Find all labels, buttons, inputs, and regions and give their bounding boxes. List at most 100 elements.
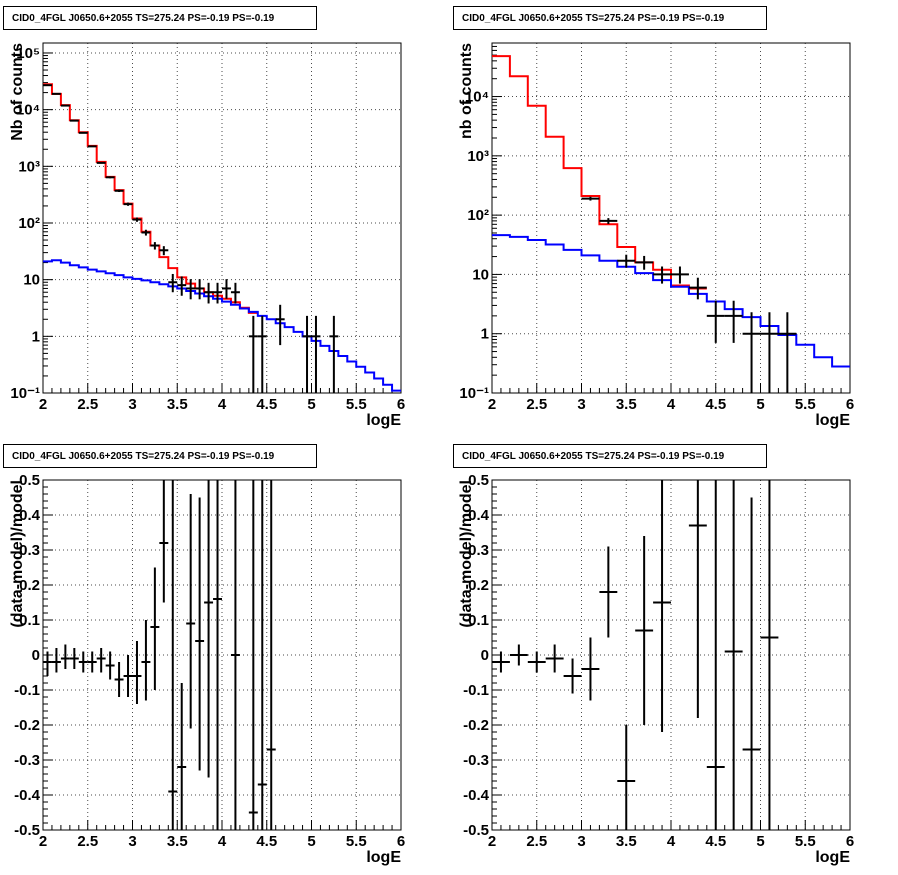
x-tick-label-8: 6: [846, 833, 854, 850]
data-point-6: [96, 648, 106, 673]
x-tick-label-6: 5: [307, 833, 315, 850]
data-point-25: [302, 315, 312, 393]
y-tick-label-9: 0.4: [468, 507, 490, 524]
data-point-9: [742, 312, 761, 393]
x-tick-label-6: 5: [756, 396, 764, 413]
data-point-15: [177, 276, 187, 296]
x-tick-label-5: 4.5: [256, 396, 277, 413]
data-point-19: [213, 282, 222, 304]
data-point-7: [706, 300, 725, 343]
chart-panel-0: 2 2.5 3 3.5 4 4.5 5 5.5 6 10⁻¹ 1 10 10² 10³ 10⁴ 10⁵ logE…: [9, 42, 405, 429]
x-axis-label: logE: [815, 849, 850, 866]
data-point-17: [195, 497, 205, 771]
data-point-6: [599, 546, 618, 638]
x-axis-label: logE: [366, 412, 401, 429]
chart-panel-3: 2 2.5 3 3.5 4 4.5 5 5.5 6 -0.5 -0.4 -0.3 -0.2 -0.1 0 0.…: [458, 472, 854, 866]
title-box-bottom-right: CID0_4FGL J0650.6+2055 TS=275.24 PS=-0.1…: [453, 444, 767, 468]
data-point-21: [248, 480, 258, 830]
y-tick-label-3: -0.2: [463, 717, 489, 734]
histogram-line-0: [492, 55, 707, 290]
y-tick-label-2: 10: [472, 266, 489, 283]
y-tick-label-2: -0.3: [463, 752, 489, 769]
data-point-11: [141, 620, 151, 701]
y-tick-label-3: -0.2: [14, 717, 40, 734]
data-point-14: [168, 273, 178, 293]
y-tick-label-8: 0.3: [468, 542, 489, 559]
y-tick-label-4: 10³: [467, 148, 489, 165]
title-box-top-right: CID0_4FGL J0650.6+2055 TS=275.24 PS=-0.1…: [453, 6, 767, 30]
data-point-11: [141, 229, 151, 236]
data-point-13: [742, 497, 761, 830]
data-point-22: [248, 315, 258, 393]
y-tick-label-0: 10⁻¹: [459, 385, 489, 402]
x-tick-label-2: 3: [128, 833, 136, 850]
plot-frame: [42, 42, 402, 394]
data-point-8: [114, 189, 124, 193]
y-tick-label-9: 0.4: [19, 507, 41, 524]
data-point-8: [114, 662, 124, 697]
title-box-top-left: CID0_4FGL J0650.6+2055 TS=275.24 PS=-0.1…: [3, 6, 317, 30]
x-tick-label-3: 3.5: [167, 396, 188, 413]
x-axis-label: logE: [815, 412, 850, 429]
data-point-1: [509, 644, 528, 666]
data-point-15: [177, 683, 187, 830]
data-point-23: [266, 480, 276, 830]
x-tick-label-1: 2.5: [526, 833, 547, 850]
data-point-18: [204, 282, 214, 304]
x-tick-label-8: 6: [846, 396, 854, 413]
x-tick-label-7: 5.5: [795, 833, 816, 850]
x-tick-label-2: 3: [577, 396, 585, 413]
y-tick-label-0: 10⁻¹: [10, 385, 40, 402]
data-point-12: [724, 480, 743, 830]
data-point-6: [96, 161, 106, 164]
x-tick-label-3: 3.5: [616, 833, 637, 850]
data-point-2: [60, 104, 70, 107]
x-tick-label-7: 5.5: [795, 396, 816, 413]
data-point-1: [51, 92, 61, 95]
data-point-4: [78, 131, 88, 134]
y-tick-label-1: 1: [32, 328, 40, 345]
y-tick-label-6: 10⁵: [16, 45, 40, 62]
x-tick-label-3: 3.5: [616, 396, 637, 413]
data-point-3: [635, 255, 654, 270]
histogram-line-1: [43, 259, 401, 392]
data-point-18: [204, 480, 214, 778]
y-tick-label-6: 0.1: [19, 612, 40, 629]
data-point-5: [87, 145, 97, 148]
y-axis-label: (data-model)/model: [458, 480, 475, 628]
data-point-11: [706, 480, 725, 830]
data-point-8: [724, 300, 743, 343]
plot-frame: [491, 42, 851, 394]
x-tick-label-0: 2: [488, 833, 496, 850]
data-point-7: [105, 651, 115, 680]
x-tick-label-5: 4.5: [705, 396, 726, 413]
data-point-23: [257, 315, 267, 393]
x-tick-label-6: 5: [756, 833, 764, 850]
x-tick-label-8: 6: [397, 833, 405, 850]
y-tick-label-5: 0: [32, 647, 40, 664]
x-tick-label-1: 2.5: [526, 396, 547, 413]
data-point-13: [159, 480, 169, 603]
data-point-21: [230, 282, 240, 304]
data-point-9: [123, 202, 133, 206]
plot-frame: [491, 479, 851, 831]
x-tick-label-2: 3: [577, 833, 585, 850]
data-point-0: [492, 651, 510, 673]
y-tick-label-1: -0.4: [463, 787, 490, 804]
title-box-bottom-left: CID0_4FGL J0650.6+2055 TS=275.24 PS=-0.1…: [3, 444, 317, 468]
y-axis-label: Nb of counts: [9, 43, 26, 141]
data-point-3: [69, 119, 79, 122]
plot-frame: [42, 479, 402, 831]
x-tick-label-4: 4: [218, 396, 227, 413]
data-point-12: [150, 242, 160, 250]
data-point-2: [527, 651, 546, 673]
y-tick-label-3: 10²: [467, 207, 489, 224]
data-point-6: [688, 277, 707, 300]
y-tick-label-4: 10³: [18, 158, 40, 175]
x-tick-label-0: 2: [488, 396, 496, 413]
y-tick-label-5: 10⁴: [16, 102, 40, 119]
data-point-4: [653, 266, 671, 284]
y-tick-label-1: -0.4: [14, 787, 41, 804]
y-tick-label-2: -0.3: [14, 752, 40, 769]
